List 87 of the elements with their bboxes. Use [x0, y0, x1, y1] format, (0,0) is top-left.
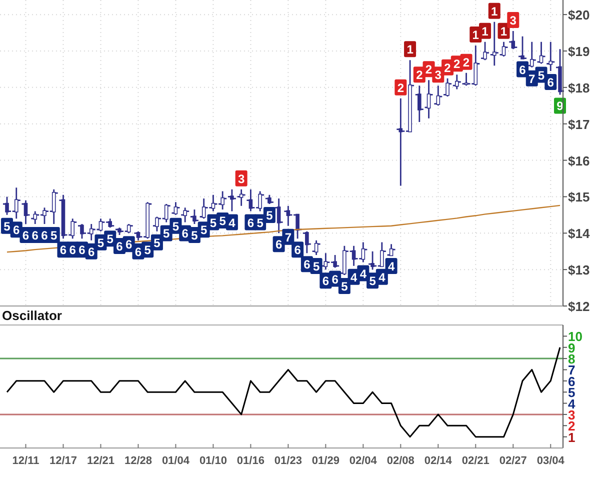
text: 5	[162, 226, 170, 241]
text: 5	[210, 216, 217, 230]
y-tick-label: $19	[568, 44, 590, 59]
x-tick-label: 02/08	[386, 455, 414, 467]
text: 5	[200, 223, 208, 238]
x-tick-label: 03/04	[536, 455, 566, 467]
text: 1	[500, 24, 508, 38]
text: 6	[182, 226, 188, 241]
text: 6	[519, 62, 526, 77]
text: 6	[32, 228, 38, 243]
text: 6	[88, 244, 95, 259]
text: 6	[41, 228, 48, 243]
text: 3	[510, 13, 516, 28]
text: 6	[69, 243, 76, 258]
text: 5	[312, 260, 320, 274]
y-tick-label: $17	[568, 116, 590, 132]
text: 6	[13, 223, 20, 238]
text: 6	[134, 244, 142, 259]
candlestick	[146, 201, 150, 240]
text: 4	[228, 216, 236, 230]
text: 5	[219, 214, 226, 228]
x-tick-label: 12/17	[49, 455, 78, 467]
text: 4	[388, 260, 395, 274]
text: 5	[154, 236, 160, 250]
text: 2	[425, 62, 432, 77]
text: 6	[304, 258, 310, 272]
text: 1	[491, 4, 498, 18]
text: 6	[60, 243, 67, 258]
text: 6	[22, 228, 30, 243]
text: 1	[472, 28, 479, 42]
text: 5	[266, 208, 273, 222]
text: 2	[454, 57, 460, 72]
text: 5	[256, 216, 264, 230]
text: 5	[538, 68, 545, 82]
x-tick-label: 02/04	[349, 455, 378, 467]
text: 5	[369, 274, 376, 288]
text: 6	[322, 274, 330, 288]
y-tick-label: $20	[568, 8, 590, 23]
x-tick-label: 01/29	[312, 455, 340, 467]
text: 2	[462, 55, 470, 70]
text: 6	[78, 243, 86, 258]
text: 5	[4, 219, 10, 234]
x-tick-label: 01/10	[199, 455, 227, 467]
text: 3	[238, 172, 245, 186]
text: 6	[126, 238, 132, 252]
text: 2	[397, 80, 404, 95]
y-tick-label: $13	[568, 262, 590, 278]
x-tick-label: 01/16	[236, 455, 264, 467]
y-tick-label: $14	[568, 226, 590, 242]
text: 5	[191, 228, 198, 243]
text: 4	[378, 270, 386, 284]
x-tick-label: 02/14	[424, 455, 453, 467]
text: 5	[144, 243, 151, 258]
y-tick-label: $16	[568, 153, 590, 168]
y-tick-label: $18	[568, 80, 590, 96]
x-tick-label: 01/04	[162, 455, 190, 467]
x-tick-label: 12/11	[12, 455, 40, 467]
x-tick-label: 02/27	[499, 455, 527, 467]
text: 6	[547, 76, 554, 90]
text: 6	[275, 238, 282, 252]
line-series	[6, 346, 561, 438]
text: 6	[247, 216, 254, 230]
text: 7	[528, 72, 536, 86]
text: 2	[444, 60, 451, 75]
y-tick-label: $15	[568, 190, 590, 205]
x-tick-label: 12/21	[86, 455, 114, 467]
text: 5	[106, 232, 114, 246]
y-tick-label: $12	[568, 299, 590, 314]
text: 7	[284, 230, 292, 244]
x-tick-label: 01/23	[274, 455, 302, 467]
text: 4	[350, 270, 358, 284]
chart-title: Oscillator	[2, 308, 62, 323]
text: 6	[294, 243, 301, 258]
text: 9	[556, 99, 564, 114]
text: 1	[482, 24, 488, 38]
text: 6	[332, 272, 338, 286]
text: 1	[406, 42, 414, 57]
text: 5	[341, 280, 348, 294]
x-tick-label: 12/28	[124, 455, 152, 467]
text: 5	[50, 228, 58, 243]
text: 3	[434, 68, 442, 82]
text: 6	[116, 239, 123, 254]
text: 2	[416, 68, 423, 82]
text: 5	[172, 219, 180, 234]
text: 4	[360, 266, 367, 281]
text: 5	[97, 236, 104, 250]
x-tick-label: 02/21	[462, 455, 490, 467]
